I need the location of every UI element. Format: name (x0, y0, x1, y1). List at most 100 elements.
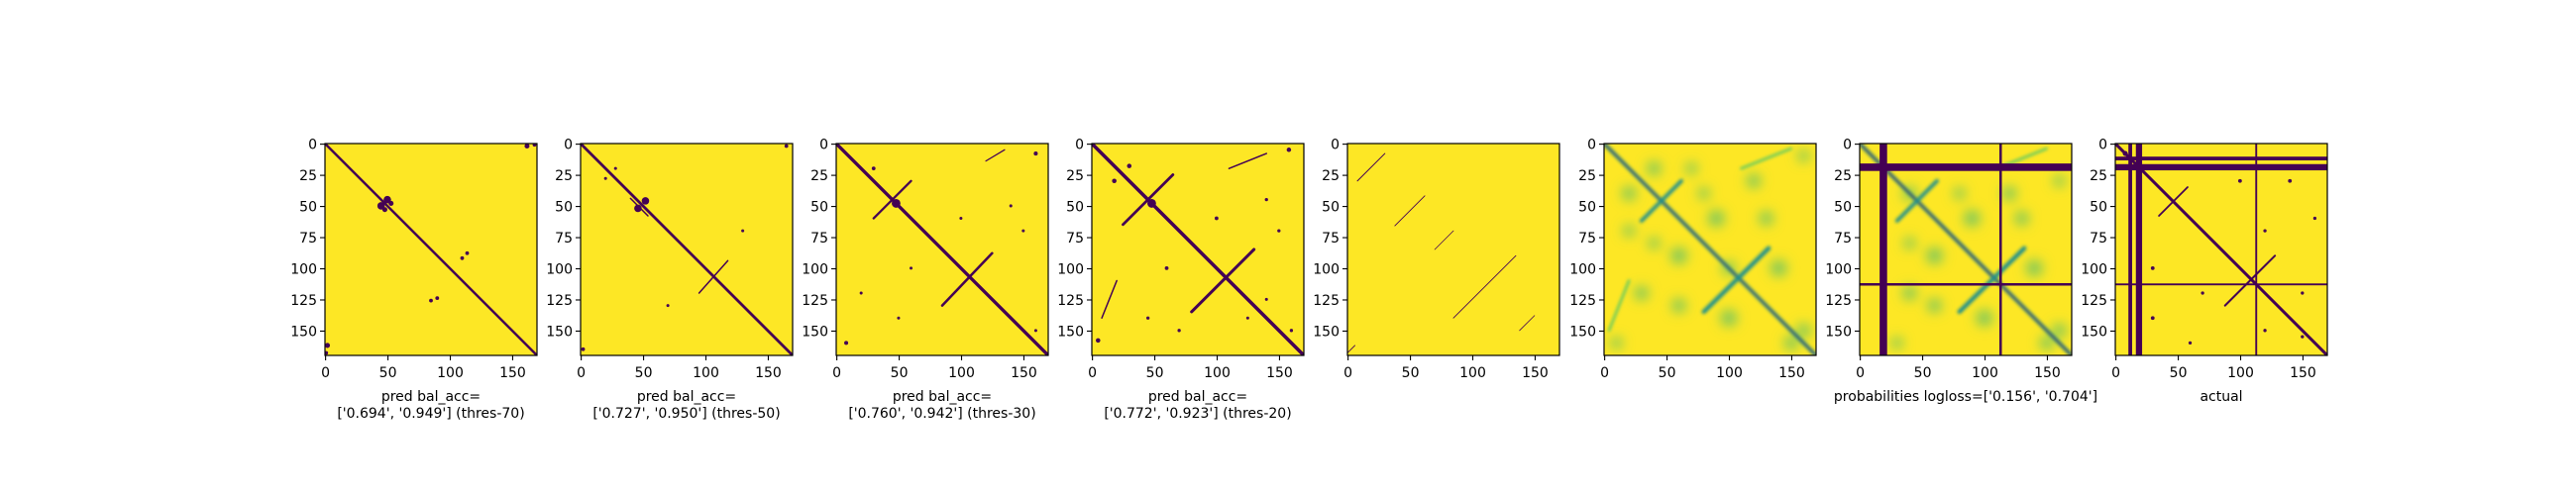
contact-lines (1860, 144, 2072, 355)
heatmap-panel-2: 0 25 50 75 100 125 150 0 50 100 150 pred bal_acc=['… (546, 138, 794, 422)
band-horizontal (1860, 282, 2072, 286)
x-tick-label: 100 (1972, 365, 1998, 381)
contact-blob (2263, 329, 2267, 333)
panel-caption: ['0.727', '0.950'] (thres-50) (592, 406, 780, 422)
probability-core (1712, 214, 1721, 223)
contact-blob (1009, 204, 1013, 208)
y-tick-label: 75 (555, 231, 573, 247)
contact-blob (892, 199, 901, 208)
y-tick-label: 0 (819, 138, 828, 153)
x-tick-label: 50 (891, 365, 909, 381)
heatmap-frame (580, 143, 794, 356)
contact-line (985, 148, 1006, 162)
probability-core (1906, 240, 1913, 247)
contact-line (1701, 246, 1771, 315)
contact-blob (2263, 229, 2267, 233)
contact-line (836, 144, 1048, 355)
band-vertical (2135, 144, 2143, 355)
contact-blob (1245, 316, 1249, 320)
contact-blob (2122, 150, 2128, 156)
contact-lines (2115, 144, 2327, 355)
band-horizontal (1860, 163, 2072, 171)
contact-blob (2200, 291, 2204, 295)
contact-blob (1264, 198, 1268, 202)
contact-lines (1347, 152, 1536, 353)
probability-core (1980, 314, 1988, 323)
x-tick-label: 100 (693, 365, 719, 381)
x-tick-label: 150 (2034, 365, 2061, 381)
y-tick-label: 100 (1569, 262, 1596, 278)
x-tick-label: 50 (1402, 365, 1420, 381)
contact-line (1092, 144, 1304, 355)
band-vertical (2255, 144, 2258, 355)
y-tick-label: 25 (299, 168, 317, 184)
y-tick-label: 50 (1834, 200, 1852, 216)
contact-lines (1604, 144, 1816, 355)
y-tick-label: 50 (1066, 200, 1084, 216)
contact-blob (2301, 291, 2305, 295)
contact-blob (641, 197, 650, 205)
contact-blob (1033, 329, 1037, 333)
x-tick-label: 100 (1716, 365, 1743, 381)
contact-line (1957, 246, 2027, 315)
probability-core (1774, 263, 1783, 272)
contact-blob (959, 217, 963, 221)
y-tick-label: 0 (1075, 138, 1084, 153)
probability-core (1931, 302, 1938, 310)
contact-blob (784, 144, 789, 148)
y-tick-label: 25 (1578, 168, 1596, 184)
y-tick-label: 50 (2090, 200, 2107, 216)
x-tick-label: 100 (1204, 365, 1231, 381)
y-tick-label: 75 (1066, 231, 1084, 247)
x-tick-label: 50 (1146, 365, 1164, 381)
heatmap-plot-area (2115, 144, 2327, 355)
probability-core (1893, 340, 1900, 346)
heatmap-panel-1: 0 25 50 75 100 125 150 0 50 100 150 pred bal_acc=['… (290, 138, 538, 422)
x-tick-label: 150 (1011, 365, 1037, 381)
contact-blob (388, 200, 394, 206)
y-tick-label: 125 (290, 293, 317, 309)
heatmap-background (1347, 144, 1559, 355)
probability-core (1688, 165, 1694, 172)
contact-line (698, 259, 729, 294)
y-tick-label: 0 (564, 138, 573, 153)
probability-core (2043, 340, 2051, 346)
probability-core (1625, 189, 1633, 197)
x-tick-label: 0 (1856, 365, 1865, 381)
panel-caption: pred bal_acc= (637, 389, 736, 405)
contact-blob (1112, 178, 1117, 184)
x-tick-label: 150 (499, 365, 526, 381)
contact-blob (666, 304, 670, 308)
contact-blob (1177, 329, 1181, 333)
contact-blobs (1096, 148, 1294, 344)
x-tick-label: 50 (1659, 365, 1676, 381)
contact-line (2115, 144, 2327, 355)
contact-blobs (2122, 150, 2317, 346)
contact-blob (524, 144, 530, 149)
contact-blobs (325, 144, 537, 355)
band-horizontal (2115, 163, 2327, 171)
probability-core (1905, 289, 1913, 297)
band-horizontal (2115, 283, 2327, 286)
contact-blob (897, 316, 901, 320)
contact-blob (2150, 316, 2155, 321)
y-tick-label: 150 (1825, 324, 1852, 340)
y-tick-label: 25 (2090, 168, 2107, 184)
y-tick-label: 0 (2098, 138, 2107, 153)
contact-line (940, 251, 994, 307)
x-tick-label: 0 (1600, 365, 1609, 381)
y-tick-label: 150 (1057, 324, 1084, 340)
heatmap-plot-area (1092, 144, 1304, 355)
y-tick-label: 150 (546, 324, 573, 340)
y-tick-label: 100 (546, 262, 573, 278)
contact-blob (1146, 316, 1150, 320)
contact-lines (836, 144, 1048, 355)
x-tick-label: 100 (948, 365, 975, 381)
probability-core (2005, 189, 2013, 197)
y-tick-label: 150 (1313, 324, 1340, 340)
y-tick-label: 150 (802, 324, 828, 340)
contact-line (2158, 186, 2189, 217)
contact-blob (871, 166, 876, 171)
panel-caption: pred bal_acc= (1148, 389, 1247, 405)
